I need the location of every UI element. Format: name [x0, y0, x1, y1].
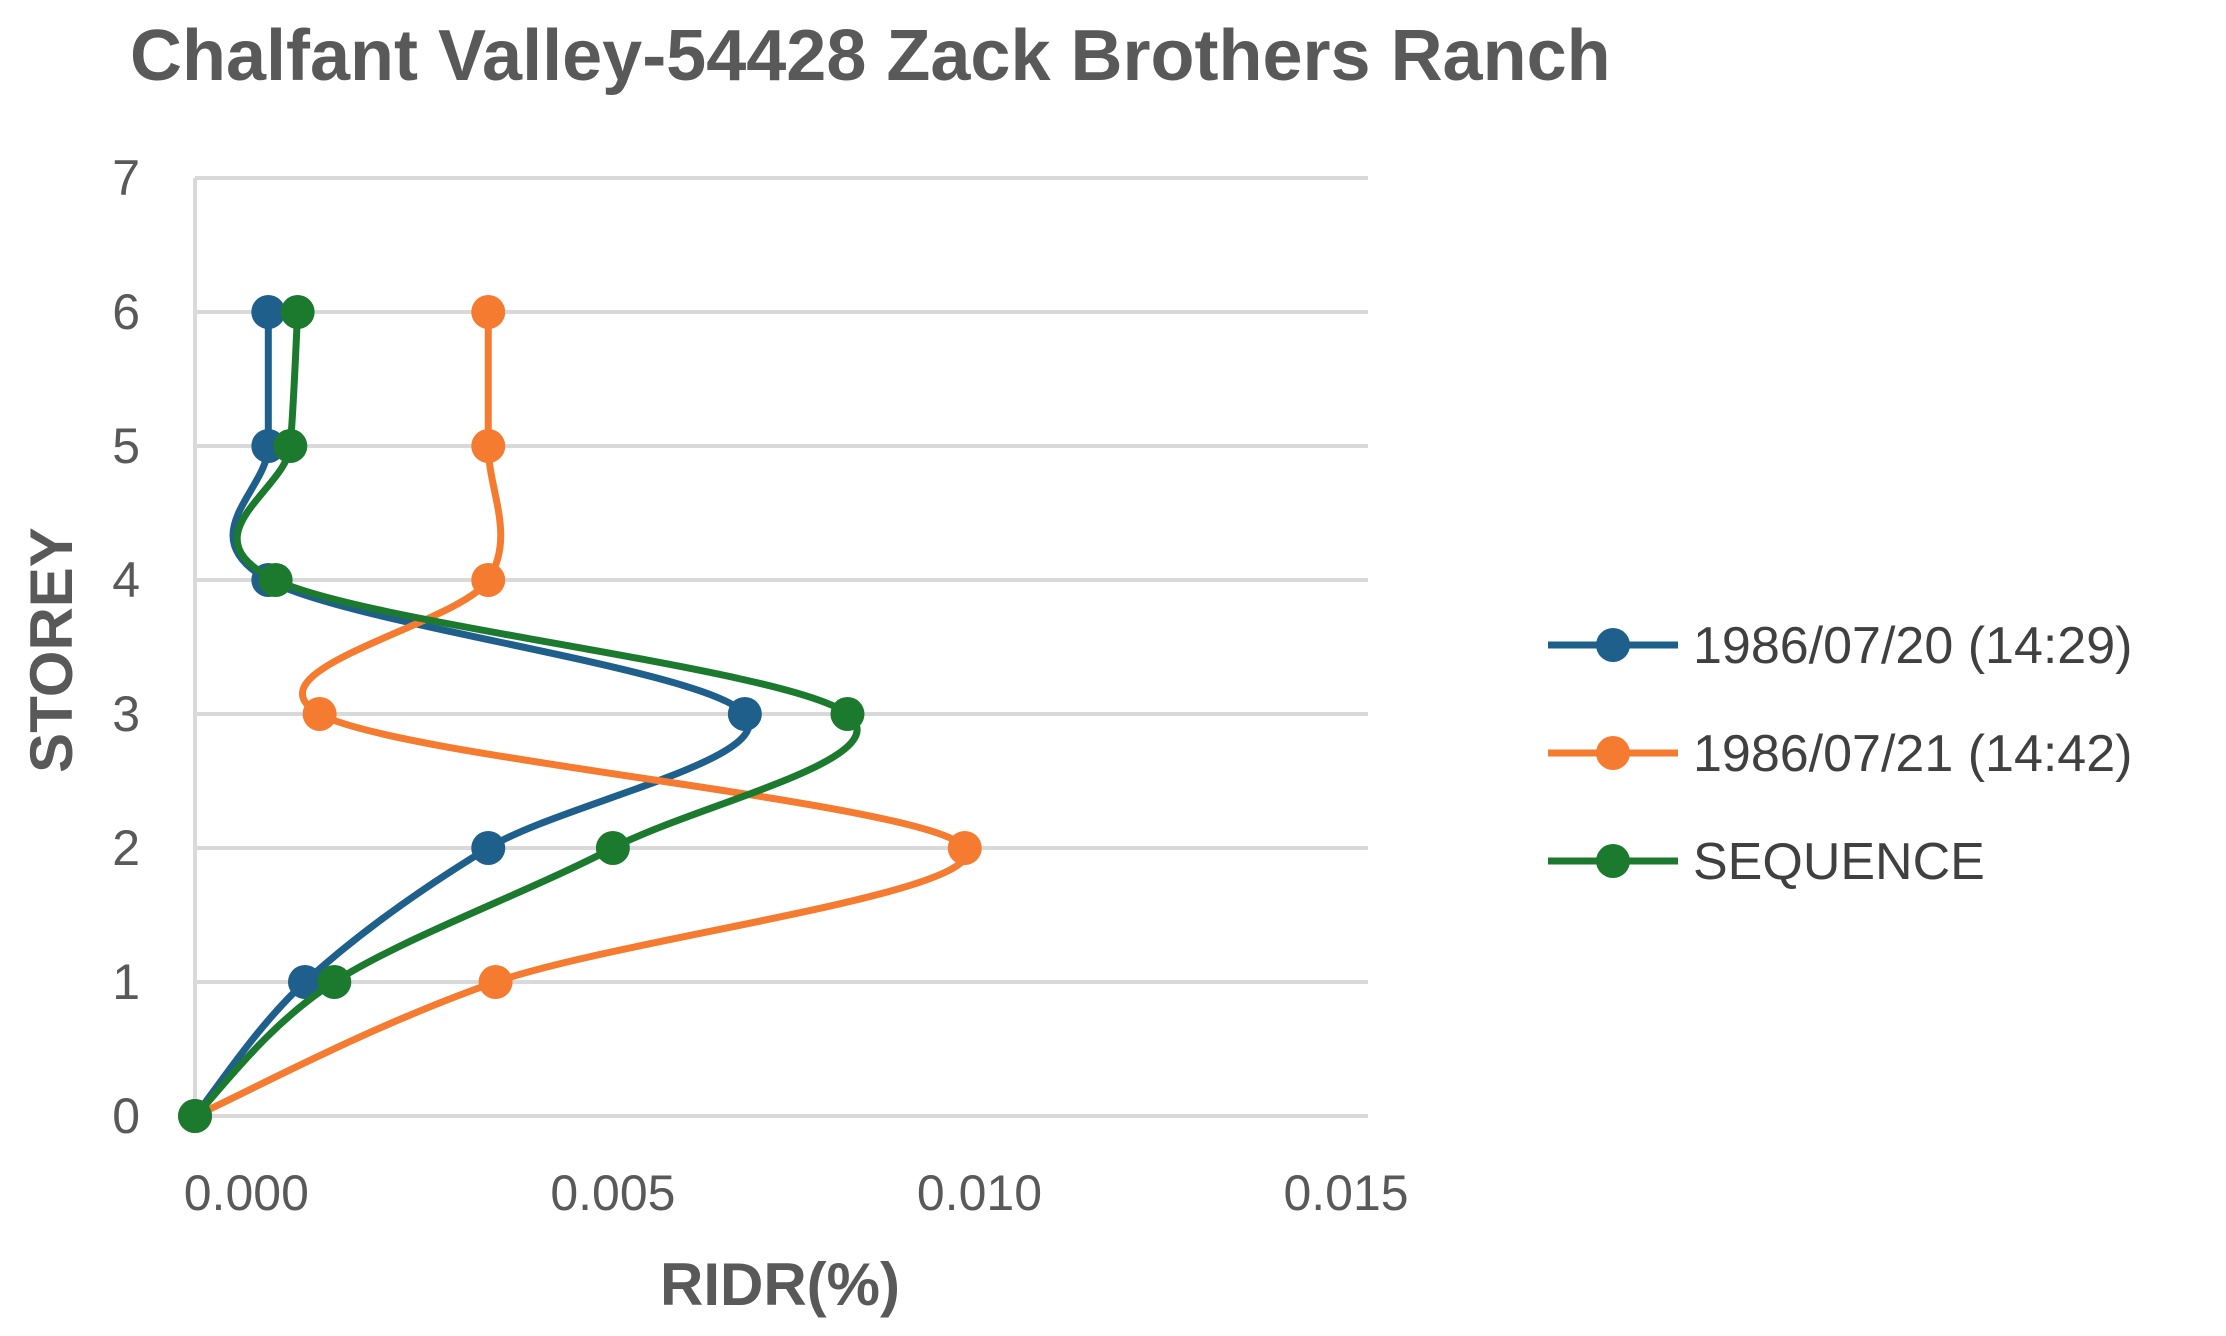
x-tick-label: 0.010 [917, 1165, 1042, 1221]
data-point-1-2 [947, 831, 982, 865]
data-point-2-0 [178, 1099, 212, 1133]
legend-swatch-marker [1596, 628, 1630, 662]
series [178, 295, 982, 1133]
series-2 [178, 295, 865, 1133]
y-tick-label: 1 [112, 954, 140, 1010]
x-tick-label: 0.000 [184, 1165, 309, 1221]
y-axis-label: STOREY [18, 527, 85, 773]
data-point-0-2 [471, 831, 506, 865]
grid-lines [193, 176, 1368, 1118]
y-tick-label: 5 [112, 418, 140, 474]
y-tick-label: 0 [112, 1088, 140, 1144]
legend-item-0: 1986/07/20 (14:29) [1548, 617, 2132, 675]
data-point-0-1 [287, 965, 322, 999]
data-point-1-4 [471, 563, 506, 597]
x-axis-ticks: 0.000 0.005 0.010 0.015 [184, 1165, 1409, 1221]
y-axis-ticks: 0 1 2 3 4 5 6 7 [112, 150, 140, 1144]
legend-item-1: 1986/07/21 (14:42) [1548, 725, 2132, 783]
x-tick-label: 0.005 [550, 1165, 675, 1221]
legend-swatch-marker [1596, 844, 1630, 878]
data-point-1-1 [478, 965, 513, 999]
chart-title: Chalfant Valley-54428 Zack Brothers Ranc… [130, 16, 1611, 96]
data-point-2-3 [830, 697, 865, 731]
data-point-1-6 [471, 295, 506, 329]
data-point-2-1 [317, 965, 352, 999]
legend-swatch-marker [1596, 736, 1630, 770]
y-tick-label: 6 [112, 284, 140, 340]
data-point-0-3 [727, 697, 762, 731]
data-point-1-3 [302, 697, 337, 731]
y-tick-label: 3 [112, 686, 140, 742]
x-tick-label: 0.015 [1283, 1165, 1408, 1221]
y-tick-label: 7 [112, 150, 140, 206]
data-point-2-4 [258, 563, 293, 597]
x-axis-label: RIDR(%) [660, 1251, 900, 1318]
data-point-1-5 [471, 429, 506, 463]
legend: 1986/07/20 (14:29) 1986/07/21 (14:42) SEQU… [1548, 617, 2132, 891]
legend-item-2: SEQUENCE [1548, 833, 1985, 891]
legend-label: SEQUENCE [1693, 833, 1985, 891]
legend-label: 1986/07/21 (14:42) [1693, 725, 2132, 783]
y-tick-label: 2 [112, 820, 140, 876]
y-tick-label: 4 [112, 552, 140, 608]
data-point-2-6 [280, 295, 315, 329]
data-point-0-6 [251, 295, 286, 329]
legend-label: 1986/07/20 (14:29) [1693, 617, 2132, 675]
data-point-2-5 [273, 429, 308, 463]
data-point-2-2 [595, 831, 630, 865]
